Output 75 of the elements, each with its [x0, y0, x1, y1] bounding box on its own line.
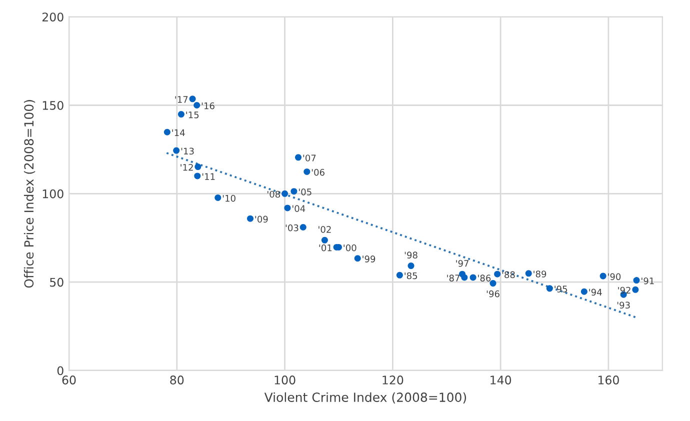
annotation: '15 — [186, 112, 199, 118]
annotation: '05 — [298, 188, 312, 196]
annotation: '96 — [486, 290, 500, 298]
point — [214, 194, 222, 201]
annotation: '16 — [202, 102, 214, 110]
annotation: '87 — [447, 274, 460, 282]
point — [633, 277, 640, 284]
annotation: '88 — [502, 271, 515, 278]
x-tick-label: 120 — [382, 376, 404, 384]
point — [600, 272, 606, 280]
point — [632, 286, 639, 293]
annotation: '92 — [618, 286, 630, 294]
point — [247, 215, 254, 222]
y-axis-title: Office Price Index (2008=100) — [24, 100, 36, 288]
y-tick-label: 150 — [42, 100, 64, 110]
point — [304, 168, 310, 175]
point — [396, 272, 403, 278]
y-tick-label: 50 — [50, 278, 64, 287]
annotation: '06 — [312, 168, 324, 176]
annotation: '07 — [303, 154, 316, 162]
x-tick-label: 100 — [274, 376, 296, 384]
annotation: '02 — [318, 226, 331, 233]
annotation: '14 — [172, 129, 185, 136]
point — [173, 147, 180, 154]
point — [194, 172, 201, 180]
point — [164, 128, 170, 136]
point — [459, 270, 466, 278]
annotation: '85 — [404, 272, 418, 280]
point — [321, 236, 328, 244]
annotation: '89 — [534, 270, 546, 278]
annotation: '03 — [286, 224, 298, 232]
annotation: '04 — [292, 205, 306, 212]
point — [295, 154, 302, 161]
point — [354, 255, 361, 262]
annotation: '90 — [608, 273, 621, 280]
point — [490, 280, 496, 287]
point — [189, 96, 196, 102]
point — [178, 111, 184, 118]
annotation: '13 — [181, 148, 194, 155]
point — [284, 204, 291, 212]
annotation: '09 — [255, 216, 268, 223]
x-axis-title: Violent Crime Index (2008=100) — [264, 392, 466, 404]
x-tick-label: 160 — [598, 376, 619, 384]
annotation: '93 — [617, 302, 630, 309]
annotation: '17 — [175, 96, 188, 103]
point — [546, 285, 553, 292]
annotation: '08 — [268, 190, 280, 198]
point — [282, 190, 288, 197]
point — [194, 102, 200, 109]
x-tick-label: 140 — [490, 376, 512, 384]
annotation: '11 — [202, 173, 215, 180]
annotation: '98 — [404, 252, 418, 258]
annotation: '86 — [478, 274, 491, 282]
y-tick-label: 0 — [57, 366, 64, 376]
y-tick-label: 200 — [42, 12, 64, 22]
point — [300, 224, 306, 231]
point — [580, 288, 588, 295]
annotation: '91 — [642, 277, 654, 284]
x-tick-label: 80 — [170, 376, 184, 384]
point — [194, 164, 202, 170]
annotation: '00 — [344, 244, 356, 252]
point — [290, 188, 298, 195]
annotation: '99 — [362, 256, 376, 262]
point — [494, 270, 501, 278]
point — [470, 274, 476, 281]
annotation: '94 — [589, 288, 602, 296]
annotation: '01 — [319, 244, 332, 252]
y-tick-label: 100 — [42, 189, 64, 198]
x-tick-label: 60 — [62, 376, 76, 384]
annotation: '12 — [180, 164, 193, 171]
annotation: '95 — [554, 286, 567, 292]
point — [525, 270, 532, 277]
annotation: '97 — [456, 260, 468, 267]
annotation: '10 — [222, 194, 236, 202]
point — [408, 262, 414, 270]
